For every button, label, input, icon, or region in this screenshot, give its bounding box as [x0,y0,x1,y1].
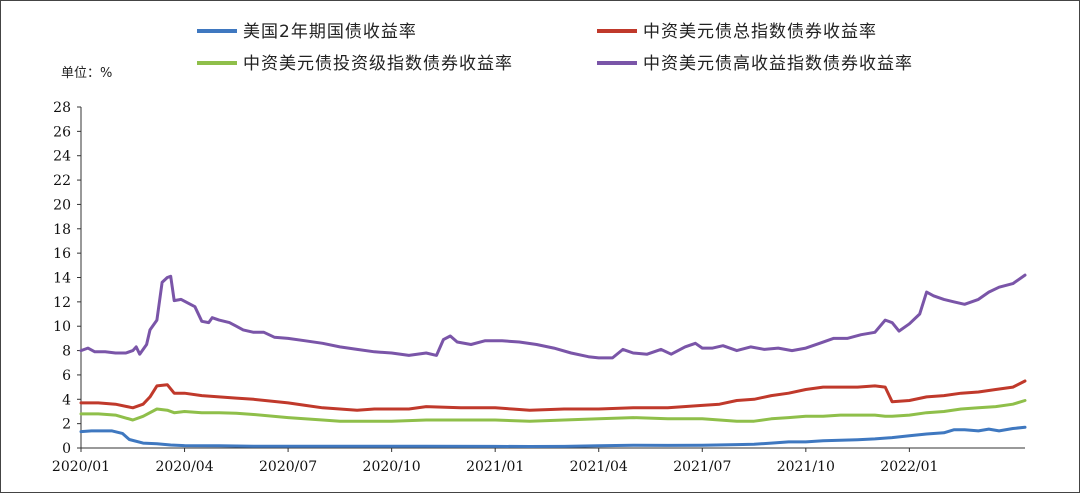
series-line [79,425,1027,448]
x-tick-label: 2021/10 [777,459,835,475]
legend-label: 中资美元债投资级指数债券收益率 [243,54,513,74]
x-tick-label: 2022/01 [880,459,938,475]
y-tick-label: 24 [53,149,71,165]
legend-label: 中资美元债总指数债券收益率 [643,22,877,42]
series-line [79,273,1027,360]
y-tick-label: 2 [62,417,71,433]
x-tick-label: 2021/01 [466,459,524,475]
legend-label: 美国2年期国债收益率 [243,22,417,42]
y-tick-label: 12 [53,295,71,311]
x-tick-label: 2020/04 [155,459,213,475]
y-tick-label: 28 [53,100,71,116]
y-tick-label: 22 [53,173,71,189]
x-tick-label: 2020/10 [363,459,421,475]
series-lines [79,273,1027,448]
y-tick-label: 14 [53,271,71,287]
y-tick-label: 8 [62,344,71,360]
unit-label: 单位：% [61,66,112,81]
y-tick-label: 16 [53,246,71,262]
y-tick-label: 0 [62,441,71,457]
x-tick-label: 2020/07 [259,459,317,475]
y-tick-label: 6 [62,368,71,384]
y-tick-label: 20 [53,197,71,213]
x-tick-label: 2021/07 [673,459,731,475]
series-line [79,379,1027,412]
series-line [79,399,1027,423]
legend-label: 中资美元债高收益指数债券收益率 [643,54,913,74]
x-tick-label: 2021/04 [570,459,628,475]
y-tick-label: 10 [53,319,71,335]
y-tick-label: 26 [53,124,71,140]
y-tick-label: 4 [62,392,71,408]
y-tick-label: 18 [53,222,71,238]
x-tick-label: 2020/01 [52,459,110,475]
